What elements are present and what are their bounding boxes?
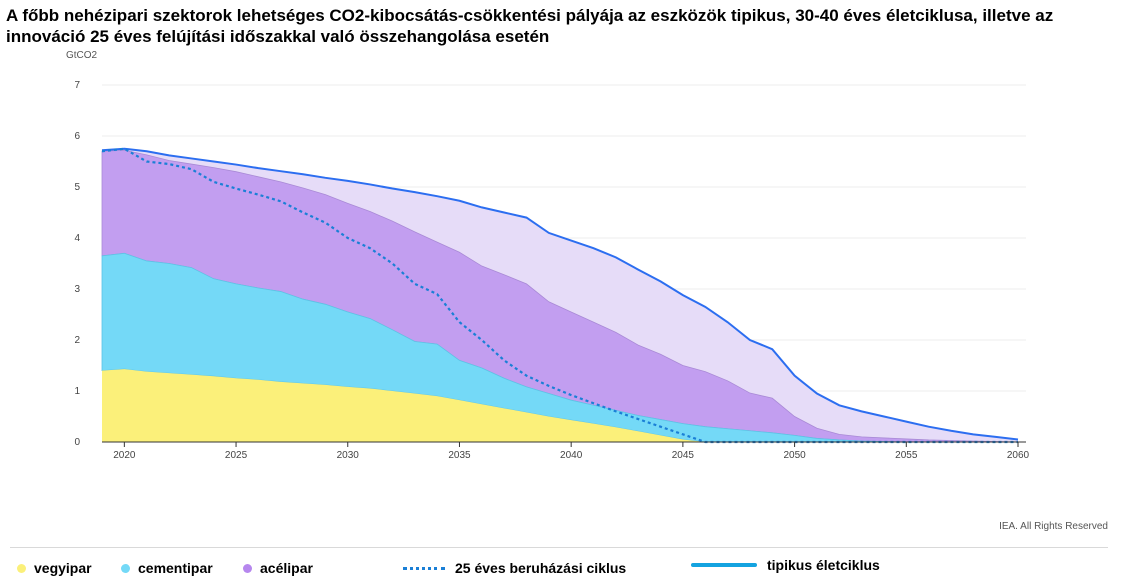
y-tick-label: 0 [74, 437, 80, 448]
25yr-cycle-dotted-line [101, 147, 1018, 444]
trajectory-lines [101, 147, 1019, 444]
credit-text: IEA. All Rights Reserved [999, 521, 1108, 532]
x-tick-label: 2060 [1007, 450, 1030, 461]
x-tick-label: 2045 [672, 450, 695, 461]
y-tick-label: 4 [74, 233, 80, 244]
x-tick-label: 2035 [448, 450, 471, 461]
legend-dot-icon [17, 563, 26, 573]
legend-item-acelipar: acélipar [243, 560, 313, 576]
legend-item-cementipar: cementipar [121, 560, 213, 576]
area-layers [101, 148, 1019, 443]
legend-item-vegyipar: vegyipar [17, 560, 92, 576]
y-tick-label: 7 [74, 80, 80, 91]
y-axis-unit-label: GtCO2 [66, 50, 98, 61]
typical-lifecycle-line [101, 147, 1019, 441]
legend-dotted-line-icon [403, 566, 445, 570]
x-tick-label: 2050 [783, 450, 806, 461]
legend-label: 25 éves beruházási ciklus [455, 560, 627, 576]
y-tick-label: 5 [74, 182, 80, 193]
legend-dot-icon [121, 563, 130, 573]
legend-label: vegyipar [34, 560, 92, 576]
legend-label: acélipar [260, 560, 313, 576]
legend-item-typical-lifecycle: tipikus életciklus [691, 557, 880, 573]
legend-solid-line-icon [691, 563, 757, 567]
legend-divider [10, 547, 1108, 548]
x-tick-label: 2025 [225, 450, 248, 461]
area-vegyipar-25yr [102, 369, 1018, 442]
legend-item-25yr-cycle: 25 éves beruházási ciklus [403, 560, 626, 576]
legend-label: tipikus életciklus [767, 557, 880, 573]
legend-dot-icon [243, 563, 252, 573]
x-tick-label: 2020 [113, 450, 136, 461]
legend-label: cementipar [138, 560, 213, 576]
x-tick-label: 2055 [895, 450, 918, 461]
y-tick-label: 3 [74, 284, 80, 295]
y-tick-label: 1 [74, 386, 80, 397]
x-tick-label: 2040 [560, 450, 583, 461]
y-tick-label: 6 [74, 131, 80, 142]
x-tick-label: 2030 [337, 450, 360, 461]
chart-title: A főbb nehézipari szektorok lehetséges C… [6, 6, 1054, 46]
y-tick-label: 2 [74, 335, 80, 346]
axes: 0 1 2 3 4 5 6 7 2020 2025 2030 2035 2040 2045 2050 2055… [74, 80, 1029, 461]
